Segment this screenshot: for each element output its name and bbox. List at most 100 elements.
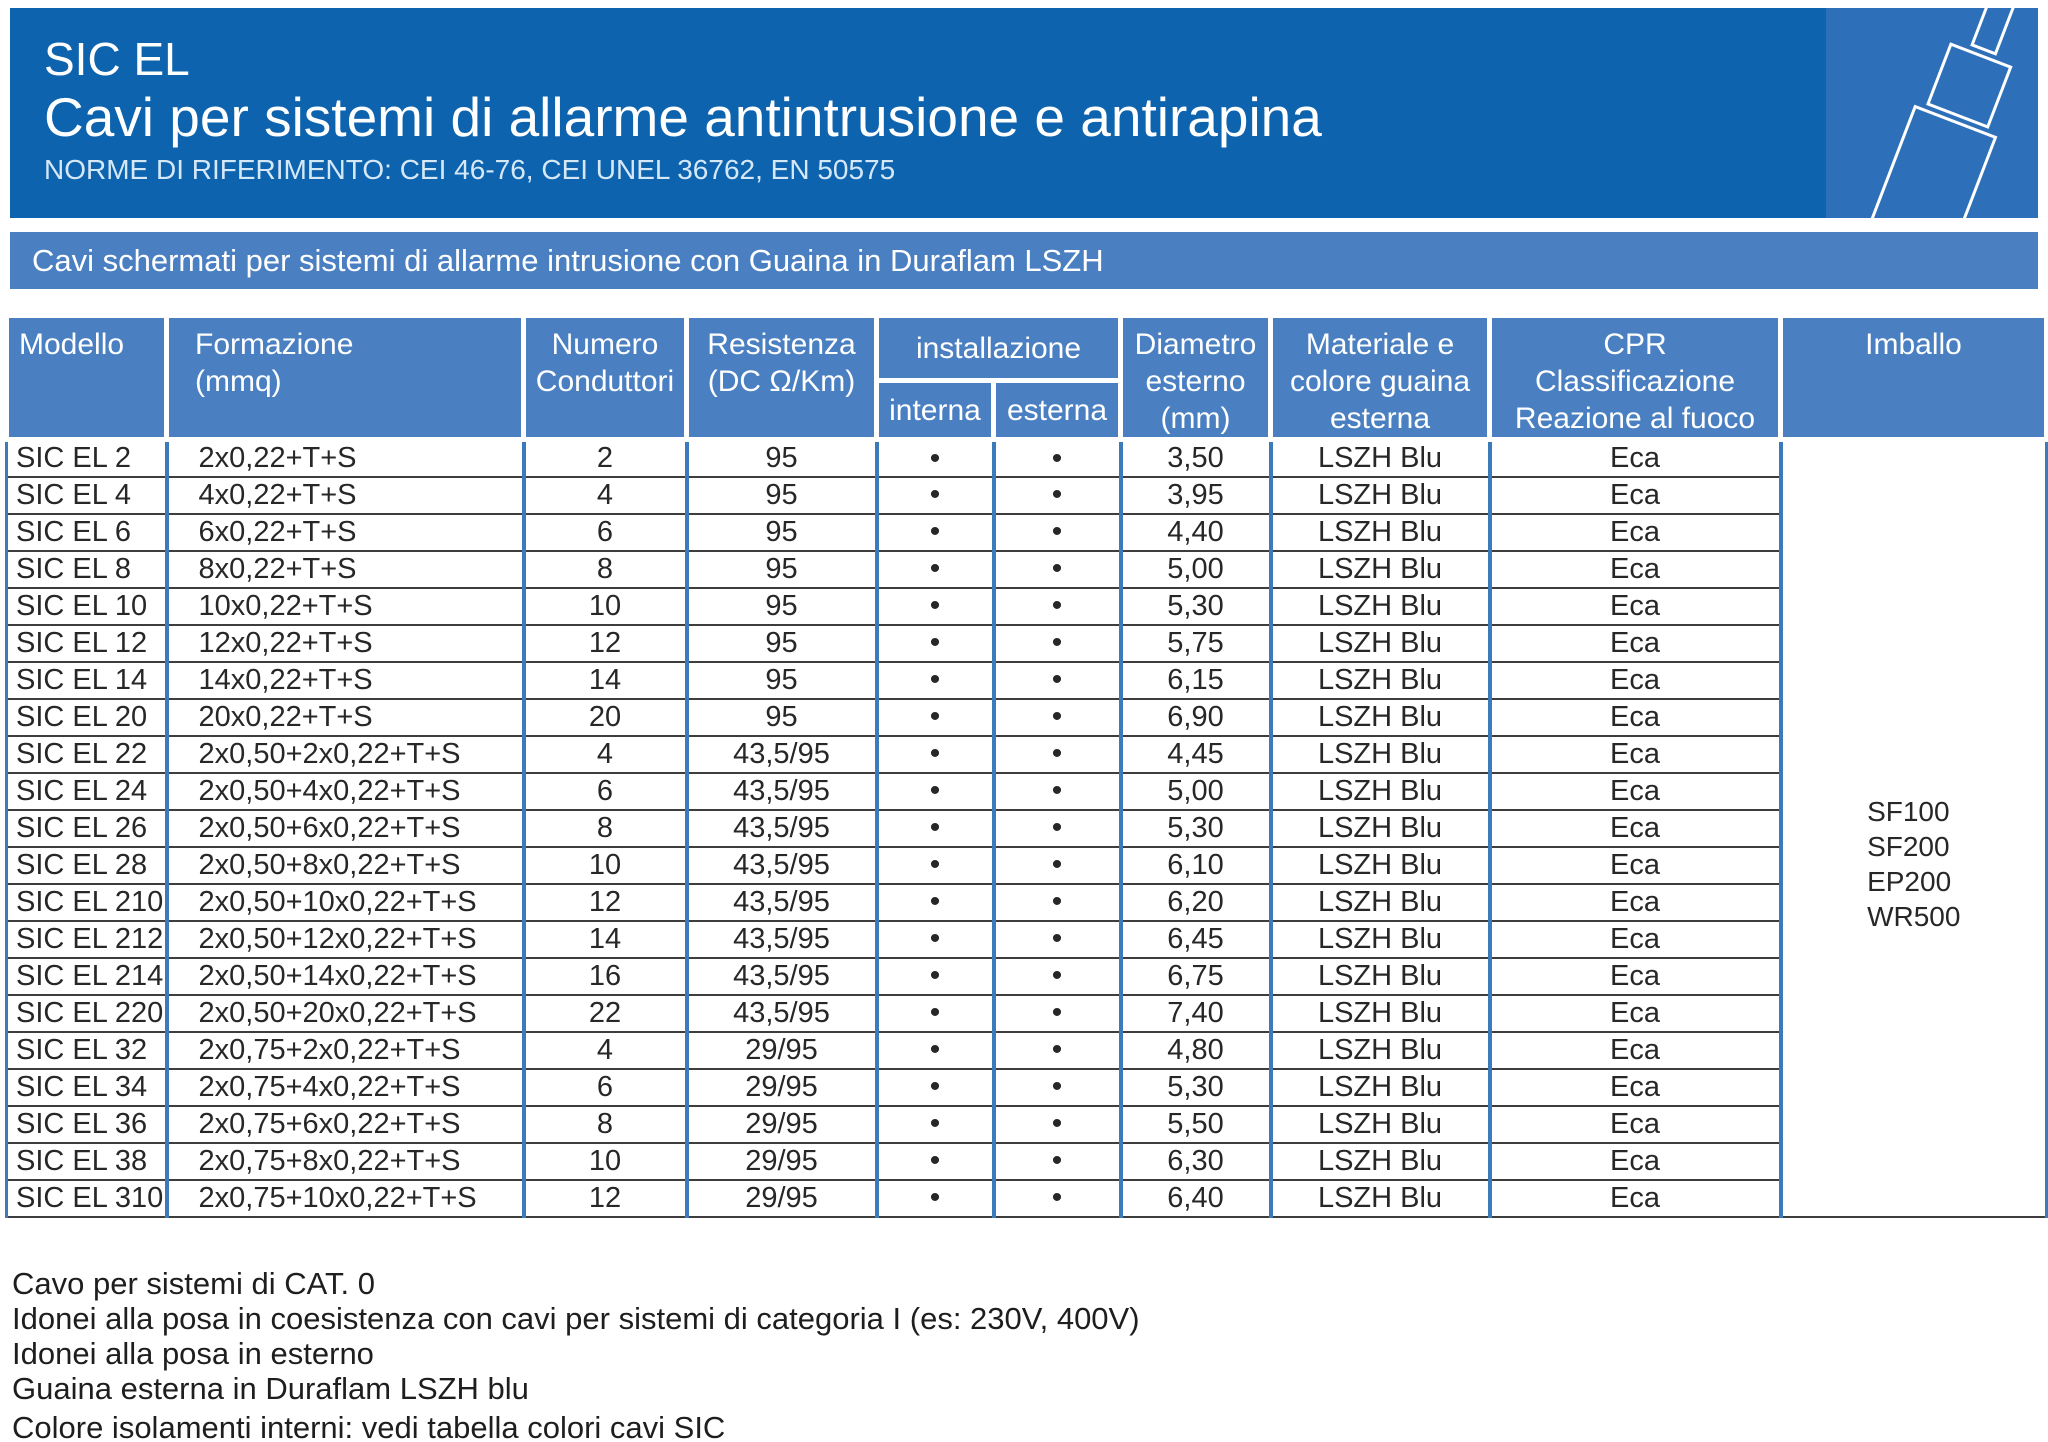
cell-diametro: 6,90 [1120,698,1273,737]
col-header-materiale: Materiale e colore guaina esterna [1268,313,1493,442]
cell-modello: SIC EL 14 [5,661,169,700]
cell-formazione: 2x0,75+8x0,22+T+S [166,1142,526,1181]
cell-resistenza: 43,5/95 [686,846,879,885]
cell-materiale-guaina: LSZH Blu [1270,698,1492,737]
col-header-imballo: Imballo [1778,313,2048,442]
cell-diametro: 5,00 [1120,772,1273,811]
cable-connector-icon [1864,8,2034,218]
cell-modello: SIC EL 34 [5,1068,169,1107]
cell-materiale-guaina: LSZH Blu [1270,994,1492,1033]
cell-diametro: 6,45 [1120,920,1273,959]
cell-modello: SIC EL 2 [5,439,169,478]
imballo-value: SF200 [1867,830,1950,862]
table-row: SIC EL 26 2x0,50+6x0,22+T+S 8 43,5/95 • … [5,809,2047,848]
cell-installazione-esterna-dot: • [993,1031,1123,1070]
cell-cpr: Eca [1489,439,1783,478]
spec-table-header: Modello Formazione (mmq) Numero Condutto… [4,312,2048,442]
cell-installazione-interna-dot: • [876,957,996,996]
cell-resistenza: 95 [686,624,879,663]
table-body: SIC EL 2 2x0,22+T+S 2 95 • • 3,50 LSZH B… [5,439,2048,1218]
spec-table-wrap: Modello Formazione (mmq) Numero Condutto… [4,312,2048,1218]
cell-installazione-interna-dot: • [876,994,996,1033]
col-header-interna: interna [874,378,996,442]
cell-modello: SIC EL 6 [5,513,169,552]
col-header-resistenza: Resistenza (DC Ω/Km) [684,313,879,442]
cell-diametro: 6,15 [1120,661,1273,700]
cell-formazione: 2x0,50+8x0,22+T+S [166,846,526,885]
cell-formazione: 2x0,75+2x0,22+T+S [166,1031,526,1070]
cell-materiale-guaina: LSZH Blu [1270,624,1492,663]
cell-cpr: Eca [1489,846,1783,885]
cell-cpr: Eca [1489,994,1783,1033]
cell-formazione: 2x0,50+4x0,22+T+S [166,772,526,811]
cell-installazione-interna-dot: • [876,1031,996,1070]
cell-cpr: Eca [1489,1179,1783,1218]
cell-modello: SIC EL 4 [5,476,169,515]
col-header-numero-conduttori: Numero Conduttori [521,313,689,442]
header-row-1: Modello Formazione (mmq) Numero Condutto… [4,312,2048,442]
cell-cpr: Eca [1489,772,1783,811]
cell-installazione-esterna-dot: • [993,1105,1123,1144]
cell-cpr: Eca [1489,1142,1783,1181]
cell-installazione-interna-dot: • [876,587,996,626]
cell-formazione: 4x0,22+T+S [166,476,526,515]
cell-installazione-esterna-dot: • [993,920,1123,959]
cell-cpr: Eca [1489,587,1783,626]
cell-installazione-interna-dot: • [876,1179,996,1218]
cell-installazione-esterna-dot: • [993,772,1123,811]
cell-installazione-esterna-dot: • [993,587,1123,626]
cell-modello: SIC EL 8 [5,550,169,589]
cell-resistenza: 95 [686,587,879,626]
cell-installazione-esterna-dot: • [993,846,1123,885]
cell-diametro: 6,30 [1120,1142,1273,1181]
cell-installazione-interna-dot: • [876,772,996,811]
cell-cpr: Eca [1489,1031,1783,1070]
cell-diametro: 5,50 [1120,1105,1273,1144]
product-name: SIC EL [44,33,190,85]
cell-modello: SIC EL 26 [5,809,169,848]
cell-numero-conduttori: 12 [523,1179,689,1218]
cell-numero-conduttori: 4 [523,735,689,774]
cell-modello: SIC EL 220 [5,994,169,1033]
cell-cpr: Eca [1489,1105,1783,1144]
cell-modello: SIC EL 214 [5,957,169,996]
cell-diametro: 6,10 [1120,846,1273,885]
table-row: SIC EL 14 14x0,22+T+S 14 95 • • 6,15 LSZ… [5,661,2047,700]
cell-modello: SIC EL 20 [5,698,169,737]
cell-resistenza: 43,5/95 [686,772,879,811]
note-line: Idonei alla posa in esterno [12,1336,374,1371]
cell-materiale-guaina: LSZH Blu [1270,550,1492,589]
cell-cpr: Eca [1489,698,1783,737]
cell-resistenza: 95 [686,476,879,515]
cell-formazione: 2x0,50+12x0,22+T+S [166,920,526,959]
cell-materiale-guaina: LSZH Blu [1270,883,1492,922]
cell-resistenza: 43,5/95 [686,883,879,922]
note-line: Colore isolamenti interni: vedi tabella … [12,1410,726,1442]
col-header-formazione: Formazione (mmq) [164,313,526,442]
cell-numero-conduttori: 20 [523,698,689,737]
cell-diametro: 4,80 [1120,1031,1273,1070]
cell-diametro: 3,50 [1120,439,1273,478]
cell-materiale-guaina: LSZH Blu [1270,587,1492,626]
cell-installazione-esterna-dot: • [993,1068,1123,1107]
cell-formazione: 2x0,50+2x0,22+T+S [166,735,526,774]
cell-resistenza: 43,5/95 [686,994,879,1033]
cell-numero-conduttori: 4 [523,1031,689,1070]
cell-resistenza: 29/95 [686,1105,879,1144]
cell-formazione: 12x0,22+T+S [166,624,526,663]
col-header-installazione: installazione [873,312,1124,384]
cell-numero-conduttori: 8 [523,1105,689,1144]
cell-materiale-guaina: LSZH Blu [1270,1142,1492,1181]
cell-diametro: 5,00 [1120,550,1273,589]
table-row: SIC EL 32 2x0,75+2x0,22+T+S 4 29/95 • • … [5,1031,2047,1070]
cell-installazione-interna-dot: • [876,920,996,959]
table-row: SIC EL 28 2x0,50+8x0,22+T+S 10 43,5/95 •… [5,846,2047,885]
cell-materiale-guaina: LSZH Blu [1270,1031,1492,1070]
cell-numero-conduttori: 10 [523,1142,689,1181]
cell-resistenza: 43,5/95 [686,735,879,774]
cell-installazione-interna-dot: • [876,1105,996,1144]
cell-modello: SIC EL 32 [5,1031,169,1070]
cell-diametro: 5,30 [1120,1068,1273,1107]
table-row: SIC EL 20 20x0,22+T+S 20 95 • • 6,90 LSZ… [5,698,2047,737]
table-row: SIC EL 6 6x0,22+T+S 6 95 • • 4,40 LSZH B… [5,513,2047,552]
